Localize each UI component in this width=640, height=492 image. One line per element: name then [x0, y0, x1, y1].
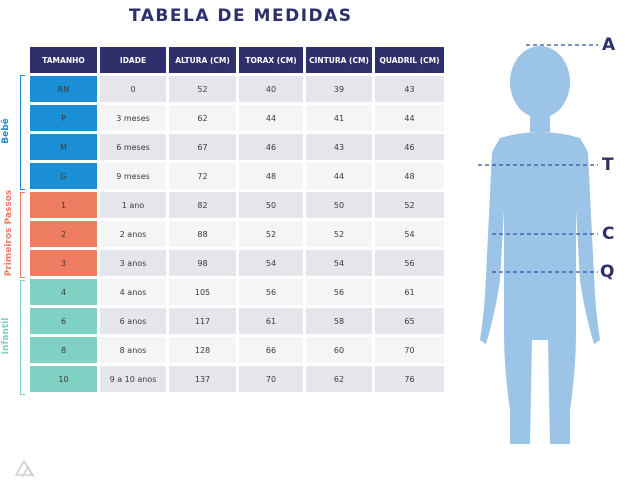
height-cell: 128	[169, 337, 236, 363]
table-row: 1 1 ano 82 50 50 52	[30, 192, 444, 218]
waist-cell: 54	[306, 250, 372, 276]
header-cintura: CINTURA (CM)	[306, 47, 372, 73]
table-row: 6 6 anos 117 61 58 65	[30, 308, 444, 334]
chest-cell: 44	[239, 105, 303, 131]
table-row: RN 0 52 40 39 43	[30, 76, 444, 102]
table-row: 3 3 anos 98 54 54 56	[30, 250, 444, 276]
measurement-guides	[478, 44, 598, 273]
group-label-bebe: Bebê	[1, 118, 11, 144]
height-cell: 62	[169, 105, 236, 131]
chest-cell: 48	[239, 163, 303, 189]
group-bracket-infantil	[20, 280, 25, 395]
size-cell: G	[30, 163, 97, 189]
hip-cell: 54	[375, 221, 444, 247]
marker-q: Q	[600, 262, 615, 282]
height-cell: 88	[169, 221, 236, 247]
age-cell: 6 meses	[100, 134, 166, 160]
height-cell: 72	[169, 163, 236, 189]
hip-cell: 46	[375, 134, 444, 160]
waist-cell: 58	[306, 308, 372, 334]
height-cell: 82	[169, 192, 236, 218]
group-label-infantil: Infantil	[1, 317, 11, 355]
chest-cell: 50	[239, 192, 303, 218]
chest-cell: 66	[239, 337, 303, 363]
group-bracket-primeiros-passos	[20, 192, 25, 278]
chest-cell: 54	[239, 250, 303, 276]
chest-cell: 46	[239, 134, 303, 160]
size-cell: 3	[30, 250, 97, 276]
age-cell: 4 anos	[100, 279, 166, 305]
table-row: 8 8 anos 128 66 60 70	[30, 337, 444, 363]
table-row: 2 2 anos 88 52 52 54	[30, 221, 444, 247]
hip-cell: 70	[375, 337, 444, 363]
waist-cell: 41	[306, 105, 372, 131]
marker-c: C	[602, 224, 615, 244]
height-cell: 137	[169, 366, 236, 392]
age-cell: 3 anos	[100, 250, 166, 276]
size-cell: RN	[30, 76, 97, 102]
hip-cell: 44	[375, 105, 444, 131]
table-row: M 6 meses 67 46 43 46	[30, 134, 444, 160]
header-torax: TORAX (CM)	[239, 47, 303, 73]
marker-a: A	[602, 35, 616, 55]
table-row: 4 4 anos 105 56 56 61	[30, 279, 444, 305]
size-cell: P	[30, 105, 97, 131]
age-cell: 6 anos	[100, 308, 166, 334]
age-cell: 8 anos	[100, 337, 166, 363]
hip-cell: 48	[375, 163, 444, 189]
size-cell: 8	[30, 337, 97, 363]
page-title: TABELA DE MEDIDAS	[129, 6, 353, 26]
age-cell: 9 meses	[100, 163, 166, 189]
waist-cell: 39	[306, 76, 372, 102]
waist-cell: 50	[306, 192, 372, 218]
waist-cell: 60	[306, 337, 372, 363]
group-bracket-bebe	[20, 75, 25, 190]
hip-cell: 56	[375, 250, 444, 276]
header-quadril: QUADRIL (CM)	[375, 47, 444, 73]
table-row: 10 9 a 10 anos 137 70 62 76	[30, 366, 444, 392]
chest-cell: 40	[239, 76, 303, 102]
waist-cell: 52	[306, 221, 372, 247]
height-cell: 52	[169, 76, 236, 102]
table-header-row: TAMANHO IDADE ALTURA (CM) TORAX (CM) CIN…	[30, 47, 444, 73]
table-row: P 3 meses 62 44 41 44	[30, 105, 444, 131]
table-row: G 9 meses 72 48 44 48	[30, 163, 444, 189]
age-cell: 0	[100, 76, 166, 102]
height-cell: 67	[169, 134, 236, 160]
size-cell: 4	[30, 279, 97, 305]
hip-cell: 61	[375, 279, 444, 305]
waist-cell: 43	[306, 134, 372, 160]
size-cell: 10	[30, 366, 97, 392]
waist-cell: 62	[306, 366, 372, 392]
height-cell: 117	[169, 308, 236, 334]
size-cell: 2	[30, 221, 97, 247]
height-cell: 105	[169, 279, 236, 305]
chest-cell: 52	[239, 221, 303, 247]
size-cell: 1	[30, 192, 97, 218]
hip-cell: 76	[375, 366, 444, 392]
age-cell: 9 a 10 anos	[100, 366, 166, 392]
age-cell: 1 ano	[100, 192, 166, 218]
waist-cell: 44	[306, 163, 372, 189]
chest-cell: 70	[239, 366, 303, 392]
age-cell: 2 anos	[100, 221, 166, 247]
watermark-logo-icon	[14, 459, 35, 478]
chest-cell: 61	[239, 308, 303, 334]
child-silhouette	[480, 46, 600, 444]
header-idade: IDADE	[100, 47, 166, 73]
hip-cell: 65	[375, 308, 444, 334]
height-cell: 98	[169, 250, 236, 276]
hip-cell: 43	[375, 76, 444, 102]
age-cell: 3 meses	[100, 105, 166, 131]
waist-cell: 56	[306, 279, 372, 305]
header-altura: ALTURA (CM)	[169, 47, 236, 73]
header-tamanho: TAMANHO	[30, 47, 97, 73]
hip-cell: 52	[375, 192, 444, 218]
size-table: TAMANHO IDADE ALTURA (CM) TORAX (CM) CIN…	[27, 44, 447, 395]
size-cell: M	[30, 134, 97, 160]
chest-cell: 56	[239, 279, 303, 305]
marker-t: T	[602, 155, 614, 175]
size-cell: 6	[30, 308, 97, 334]
group-label-primeiros-passos: Primeiros Passos	[4, 189, 14, 277]
